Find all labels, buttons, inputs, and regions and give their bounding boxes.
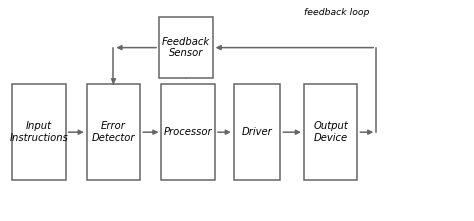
FancyBboxPatch shape: [234, 84, 281, 180]
Text: Processor: Processor: [164, 127, 212, 137]
Text: Output
Device: Output Device: [313, 121, 348, 143]
FancyBboxPatch shape: [304, 84, 357, 180]
FancyBboxPatch shape: [12, 84, 65, 180]
FancyBboxPatch shape: [161, 84, 215, 180]
Text: feedback loop: feedback loop: [304, 8, 369, 17]
Text: Input
Instructions: Input Instructions: [9, 121, 68, 143]
FancyBboxPatch shape: [87, 84, 140, 180]
FancyBboxPatch shape: [159, 17, 213, 78]
Text: Driver: Driver: [242, 127, 273, 137]
Text: Error
Detector: Error Detector: [92, 121, 135, 143]
Text: Feedback
Sensor: Feedback Sensor: [162, 37, 210, 58]
